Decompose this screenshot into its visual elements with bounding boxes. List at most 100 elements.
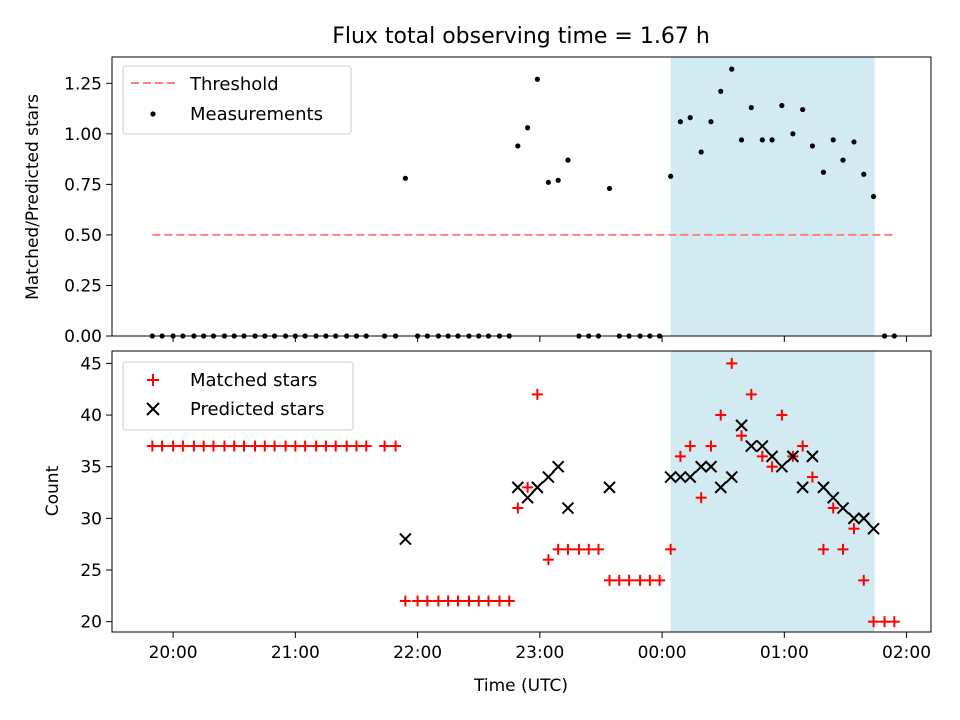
measurement-point (555, 177, 561, 183)
bottom-panel-highlight-span (670, 351, 875, 632)
matched-star-point (228, 440, 240, 452)
matched-star-point (684, 440, 696, 452)
x-tick-label: 21:00 (271, 643, 320, 663)
matched-star-point (442, 595, 454, 607)
y-tick-label: 40 (80, 406, 102, 426)
top-panel-y-axis: 0.00 0.25 0.50 0.75 1.00 1.25 (64, 74, 112, 347)
predicted-star-point (399, 532, 412, 546)
matched-star-point (399, 595, 411, 607)
matched-star-point (654, 574, 666, 586)
predicted-star-point (704, 460, 718, 473)
predicted-star-point (674, 470, 687, 484)
matched-star-point (736, 430, 748, 442)
matched-star-point (452, 595, 464, 607)
top-panel-legend: Threshold Measurements (122, 65, 352, 135)
matched-star-point (674, 450, 686, 462)
measurement-point (790, 131, 796, 137)
predicted-star-point (775, 460, 789, 473)
x-tick-label: 02:00 (882, 643, 931, 663)
matched-star-point (726, 357, 738, 369)
bottom-panel-frame (111, 350, 932, 633)
bottom-panel-ylabel: Count (43, 465, 63, 516)
matched-star-point (531, 388, 543, 400)
y-tick-label: 0.25 (64, 276, 102, 296)
top-legend-box (122, 65, 352, 135)
measurement-point (729, 66, 735, 72)
predicted-star-point (817, 481, 830, 494)
x-tick-label: 23:00 (515, 643, 564, 663)
predicted-star-point (521, 491, 534, 504)
matched-star-point (806, 471, 818, 483)
matched-star-point (238, 440, 250, 452)
matched-star-point (289, 440, 301, 452)
predicted-legend-label: Predicted stars (190, 399, 324, 420)
predicted-star-point (836, 501, 850, 515)
measurement-point (861, 171, 867, 177)
matched-star-point (421, 595, 433, 607)
matched-star-point (562, 543, 574, 555)
measurement-point (759, 137, 765, 143)
matched-star-point (473, 595, 485, 607)
matched-star-point (593, 543, 605, 555)
matched-star-point (756, 450, 768, 462)
predicted-star-point (867, 522, 880, 535)
matched-star-point (888, 616, 900, 628)
matched-star-point (360, 440, 372, 452)
measurement-point (851, 139, 857, 145)
matched-star-point (482, 595, 494, 607)
measurement-point (830, 137, 836, 143)
matched-star-point (412, 595, 424, 607)
y-tick-label: 25 (80, 561, 102, 581)
bottom-panel-plot-area (146, 357, 900, 628)
matched-star-point (218, 440, 230, 452)
matched-star-point (320, 440, 332, 452)
predicted-star-point (765, 450, 779, 463)
measurement-point (840, 157, 846, 163)
matched-star-point (542, 554, 554, 566)
measurement-point (402, 175, 408, 181)
matched-star-point (350, 440, 362, 452)
matched-star-point (207, 440, 219, 452)
measurement-point (534, 76, 540, 82)
predicted-star-point (827, 491, 840, 504)
matched-star-point (797, 440, 809, 452)
matched-star-point (493, 595, 505, 607)
x-tick-label: 20:00 (149, 643, 198, 663)
matched-star-point (177, 440, 189, 452)
predicted-star-point (551, 460, 565, 473)
matched-star-point (280, 440, 292, 452)
predicted-star-point (694, 460, 708, 473)
threshold-legend-label: Threshold (189, 74, 279, 95)
matched-star-point (868, 616, 880, 628)
measurement-point (779, 102, 785, 109)
measurement-point (769, 137, 775, 143)
matched-star-point (623, 574, 635, 586)
y-tick-label: 30 (80, 509, 102, 529)
matched-star-point (552, 543, 564, 555)
matched-star-point (188, 440, 200, 452)
top-panel-ylabel: Matched/Predicted stars (23, 94, 43, 300)
measurement-point (698, 149, 704, 155)
matched-star-point (269, 440, 281, 452)
measurements-legend-label: Measurements (190, 104, 323, 125)
measurement-point (565, 157, 571, 163)
measurement-point (800, 106, 806, 113)
predicted-star-point (542, 470, 555, 484)
measurement-point (668, 173, 674, 179)
y-tick-label: 1.25 (64, 74, 102, 94)
x-tick-label: 22:00 (393, 643, 442, 663)
y-tick-label: 0.75 (64, 175, 102, 195)
matched-star-point (695, 492, 707, 504)
measurement-point (718, 88, 724, 94)
top-panel-highlight-span (670, 57, 875, 336)
measurement-point (820, 169, 827, 175)
matched-star-point (858, 574, 870, 586)
predicted-star-point (561, 501, 575, 515)
matched-star-point (330, 440, 342, 452)
measurement-point (809, 143, 816, 149)
matched-star-point (341, 440, 353, 452)
predicted-star-point (796, 481, 809, 494)
matched-star-point (665, 543, 677, 555)
x-axis-label: Time (UTC) (473, 676, 568, 696)
matched-star-point (745, 388, 757, 400)
